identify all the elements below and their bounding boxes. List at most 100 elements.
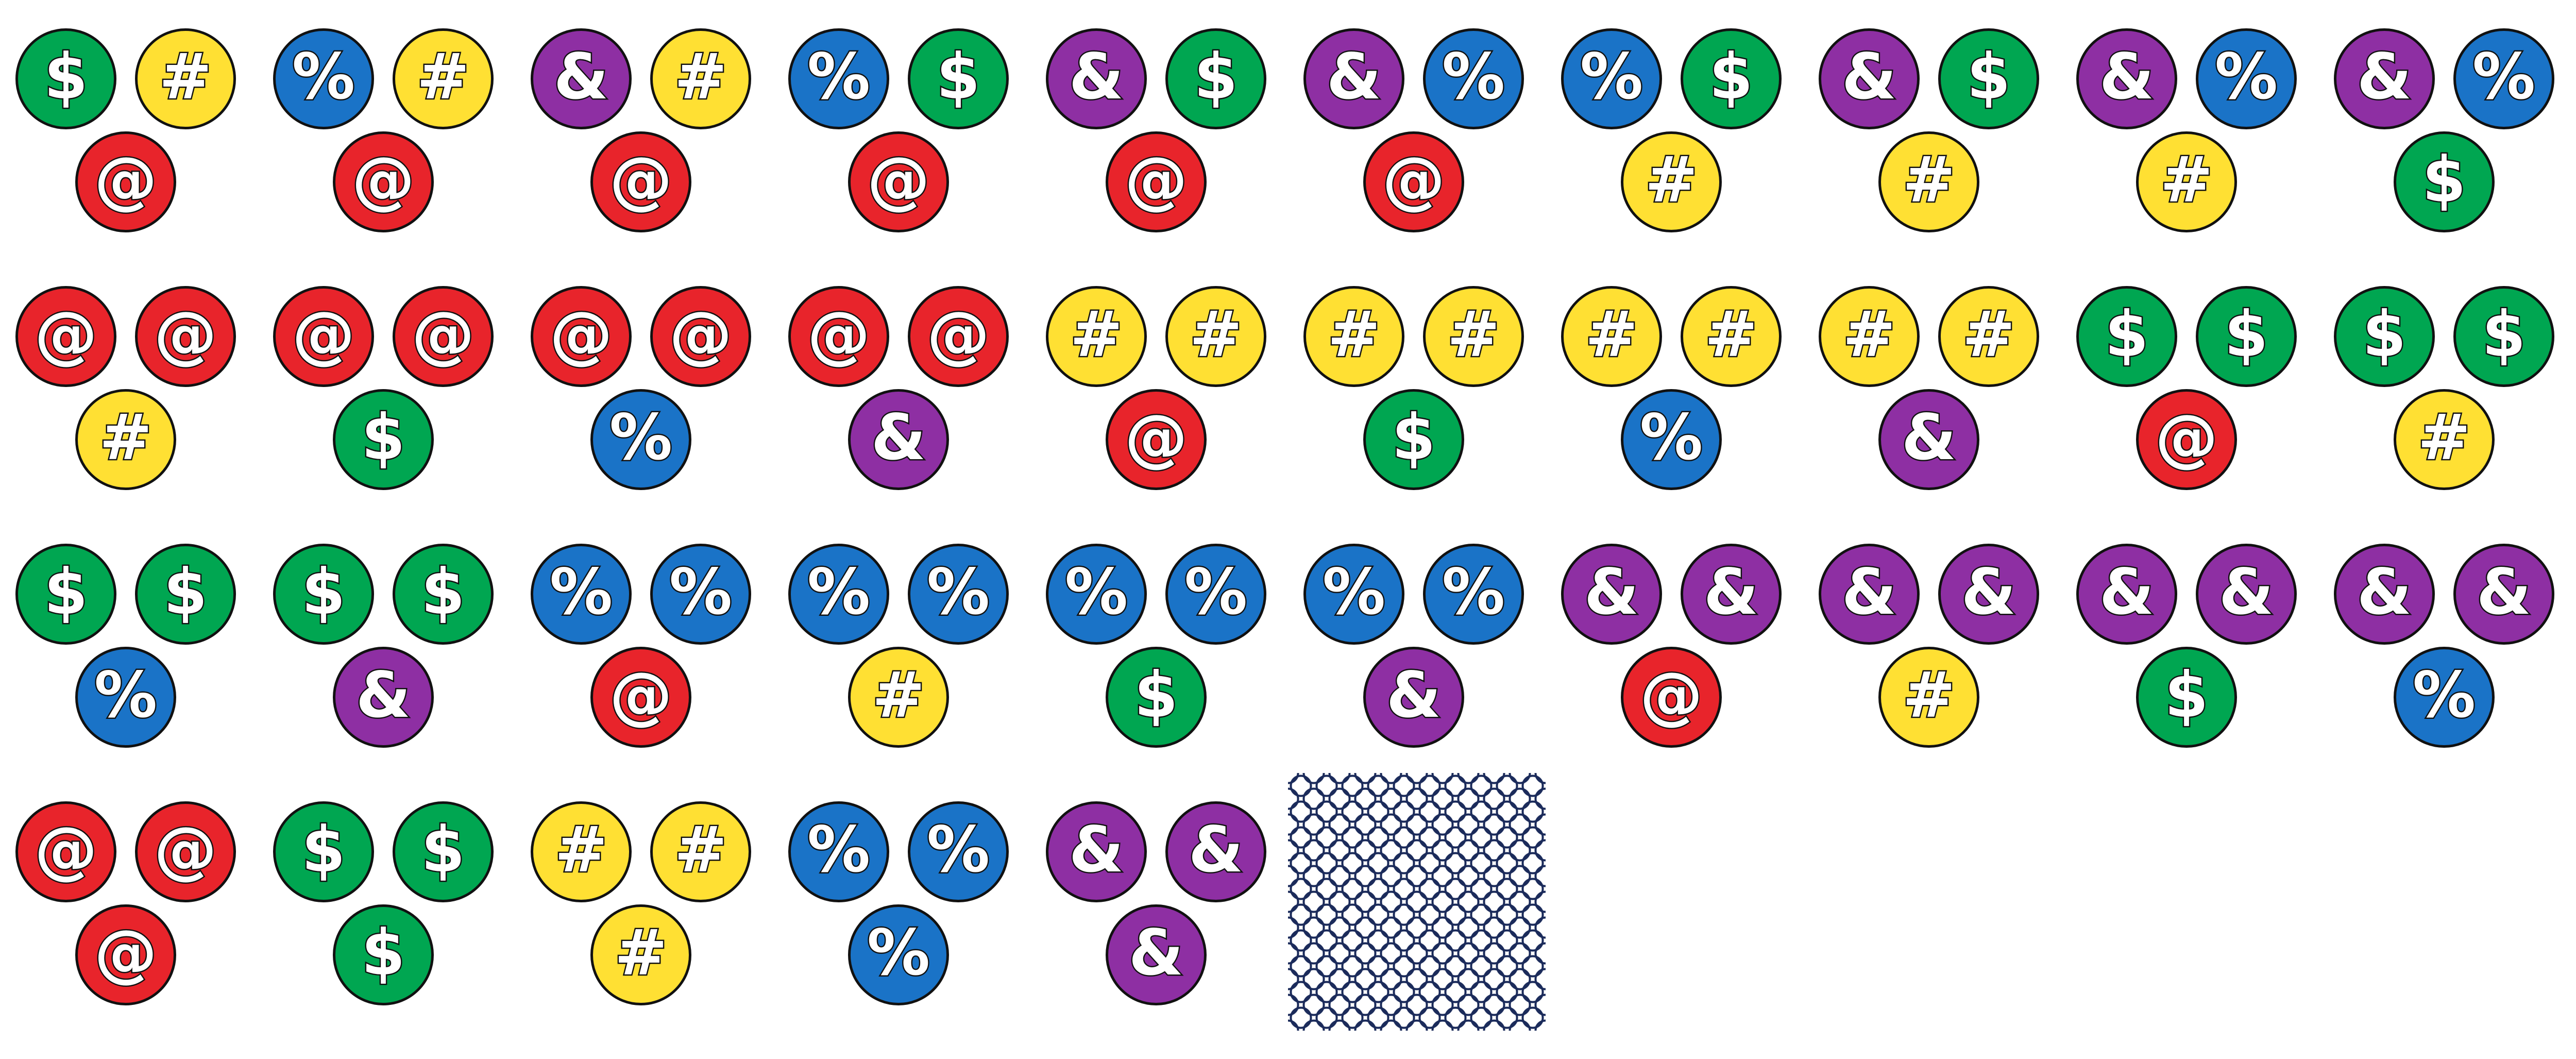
symbol-tile: # # @ (1046, 286, 1303, 544)
ampersand-glyph: & (2355, 40, 2413, 113)
at-coin-icon: @ (333, 131, 434, 232)
ampersand-glyph: & (1840, 556, 1897, 629)
percent-coin-icon: % (908, 544, 1009, 645)
at-glyph: @ (1639, 659, 1704, 732)
percent-coin-icon: % (1046, 544, 1147, 645)
dollar-coin-icon: $ (2453, 286, 2554, 387)
at-glyph: @ (549, 298, 614, 371)
ampersand-coin-icon: & (1046, 801, 1147, 902)
at-coin-icon: @ (1106, 131, 1207, 232)
ampersand-glyph: & (870, 401, 927, 474)
percent-coin-icon: % (273, 28, 374, 129)
dollar-glyph: $ (1391, 401, 1437, 474)
symbol-tile: & & $ (2076, 544, 2334, 801)
hash-glyph: # (1841, 298, 1896, 371)
at-glyph: @ (33, 298, 99, 371)
symbol-tile: %% # (788, 544, 1046, 801)
percent-coin-icon: % (2453, 28, 2554, 129)
dollar-glyph: $ (162, 556, 209, 629)
dollar-glyph: $ (1708, 40, 1754, 113)
at-glyph: @ (2154, 401, 2219, 474)
symbol-tile: %% @ (531, 544, 788, 801)
dollar-coin-icon: $ (273, 801, 374, 902)
symbol-tile: # # & (1819, 286, 2076, 544)
symbol-tile: $ $ # (2334, 286, 2576, 544)
hash-coin-icon: # (135, 28, 236, 129)
dollar-glyph: $ (2481, 298, 2527, 371)
at-coin-icon: @ (75, 131, 176, 232)
hash-coin-icon: # (75, 389, 176, 490)
at-coin-icon: @ (15, 801, 116, 902)
ampersand-glyph: & (2098, 40, 2155, 113)
sprite-sheet: $ # @% # @ & # @% $ @ & $ @ &% @% $ # & $ # &% # &% $ @ @ # @ @ $ @ @% @… (15, 28, 2576, 1031)
texture-swatch (1288, 773, 1546, 1031)
at-coin-icon: @ (2136, 389, 2237, 490)
dollar-glyph: $ (1965, 40, 2012, 113)
symbol-tile: $ # @ (15, 28, 273, 286)
hash-coin-icon: # (1681, 286, 1782, 387)
symbol-tile: &% $ (2334, 28, 2576, 286)
percent-coin-icon: % (1561, 28, 1662, 129)
at-glyph: @ (1124, 401, 1189, 474)
percent-glyph: % (1579, 40, 1644, 113)
symbol-tile: %% & (1303, 544, 1561, 801)
at-glyph: @ (153, 813, 218, 886)
dollar-glyph: $ (43, 556, 89, 629)
hash-coin-icon: # (590, 904, 691, 1005)
dollar-coin-icon: $ (2394, 131, 2495, 232)
at-coin-icon: @ (75, 904, 176, 1005)
dollar-coin-icon: $ (1106, 647, 1207, 748)
ampersand-glyph: & (2217, 556, 2275, 629)
dollar-coin-icon: $ (2196, 286, 2297, 387)
hash-coin-icon: # (2394, 389, 2495, 490)
percent-glyph: % (668, 556, 733, 629)
hash-coin-icon: # (1303, 286, 1404, 387)
ampersand-coin-icon: & (2196, 544, 2297, 645)
dollar-coin-icon: $ (393, 801, 494, 902)
hash-glyph: # (2416, 401, 2471, 474)
dollar-glyph: $ (300, 813, 347, 886)
at-glyph: @ (153, 298, 218, 371)
percent-glyph: % (806, 556, 871, 629)
symbol-tile: & &% (2334, 544, 2576, 801)
ampersand-coin-icon: & (1046, 28, 1147, 129)
hash-coin-icon: # (2136, 131, 2237, 232)
at-glyph: @ (926, 298, 991, 371)
symbol-tile: # # # (531, 801, 788, 1059)
hash-glyph: # (553, 813, 608, 886)
ampersand-glyph: & (1385, 659, 1442, 732)
at-coin-icon: @ (531, 286, 632, 387)
percent-coin-icon: % (848, 904, 949, 1005)
ampersand-coin-icon: & (1561, 544, 1662, 645)
dollar-coin-icon: $ (1165, 28, 1266, 129)
at-glyph: @ (33, 813, 99, 886)
at-glyph: @ (93, 916, 159, 989)
at-coin-icon: @ (273, 286, 374, 387)
ampersand-coin-icon: & (1938, 544, 2039, 645)
dollar-glyph: $ (420, 813, 466, 886)
at-glyph: @ (806, 298, 872, 371)
percent-glyph: % (2213, 40, 2279, 113)
ampersand-glyph: & (1325, 40, 1382, 113)
hash-coin-icon: # (1046, 286, 1147, 387)
hash-glyph: # (1703, 298, 1758, 371)
ampersand-coin-icon: & (1819, 28, 1920, 129)
hash-coin-icon: # (1938, 286, 2039, 387)
at-coin-icon: @ (590, 647, 691, 748)
ampersand-glyph: & (1900, 401, 1957, 474)
dollar-coin-icon: $ (15, 28, 116, 129)
dollar-coin-icon: $ (333, 389, 434, 490)
percent-coin-icon: % (788, 544, 889, 645)
symbol-tile: & $ # (1819, 28, 2076, 286)
symbol-tile: $ $ & (273, 544, 531, 801)
percent-glyph: % (866, 916, 931, 989)
percent-glyph: % (2411, 659, 2477, 732)
ampersand-glyph: & (1067, 40, 1125, 113)
ampersand-coin-icon: & (1303, 28, 1404, 129)
hash-coin-icon: # (531, 801, 632, 902)
dollar-glyph: $ (2223, 298, 2269, 371)
percent-glyph: % (548, 556, 614, 629)
ampersand-coin-icon: & (2076, 28, 2177, 129)
ampersand-glyph: & (1187, 813, 1244, 886)
hash-glyph: # (1069, 298, 1124, 371)
